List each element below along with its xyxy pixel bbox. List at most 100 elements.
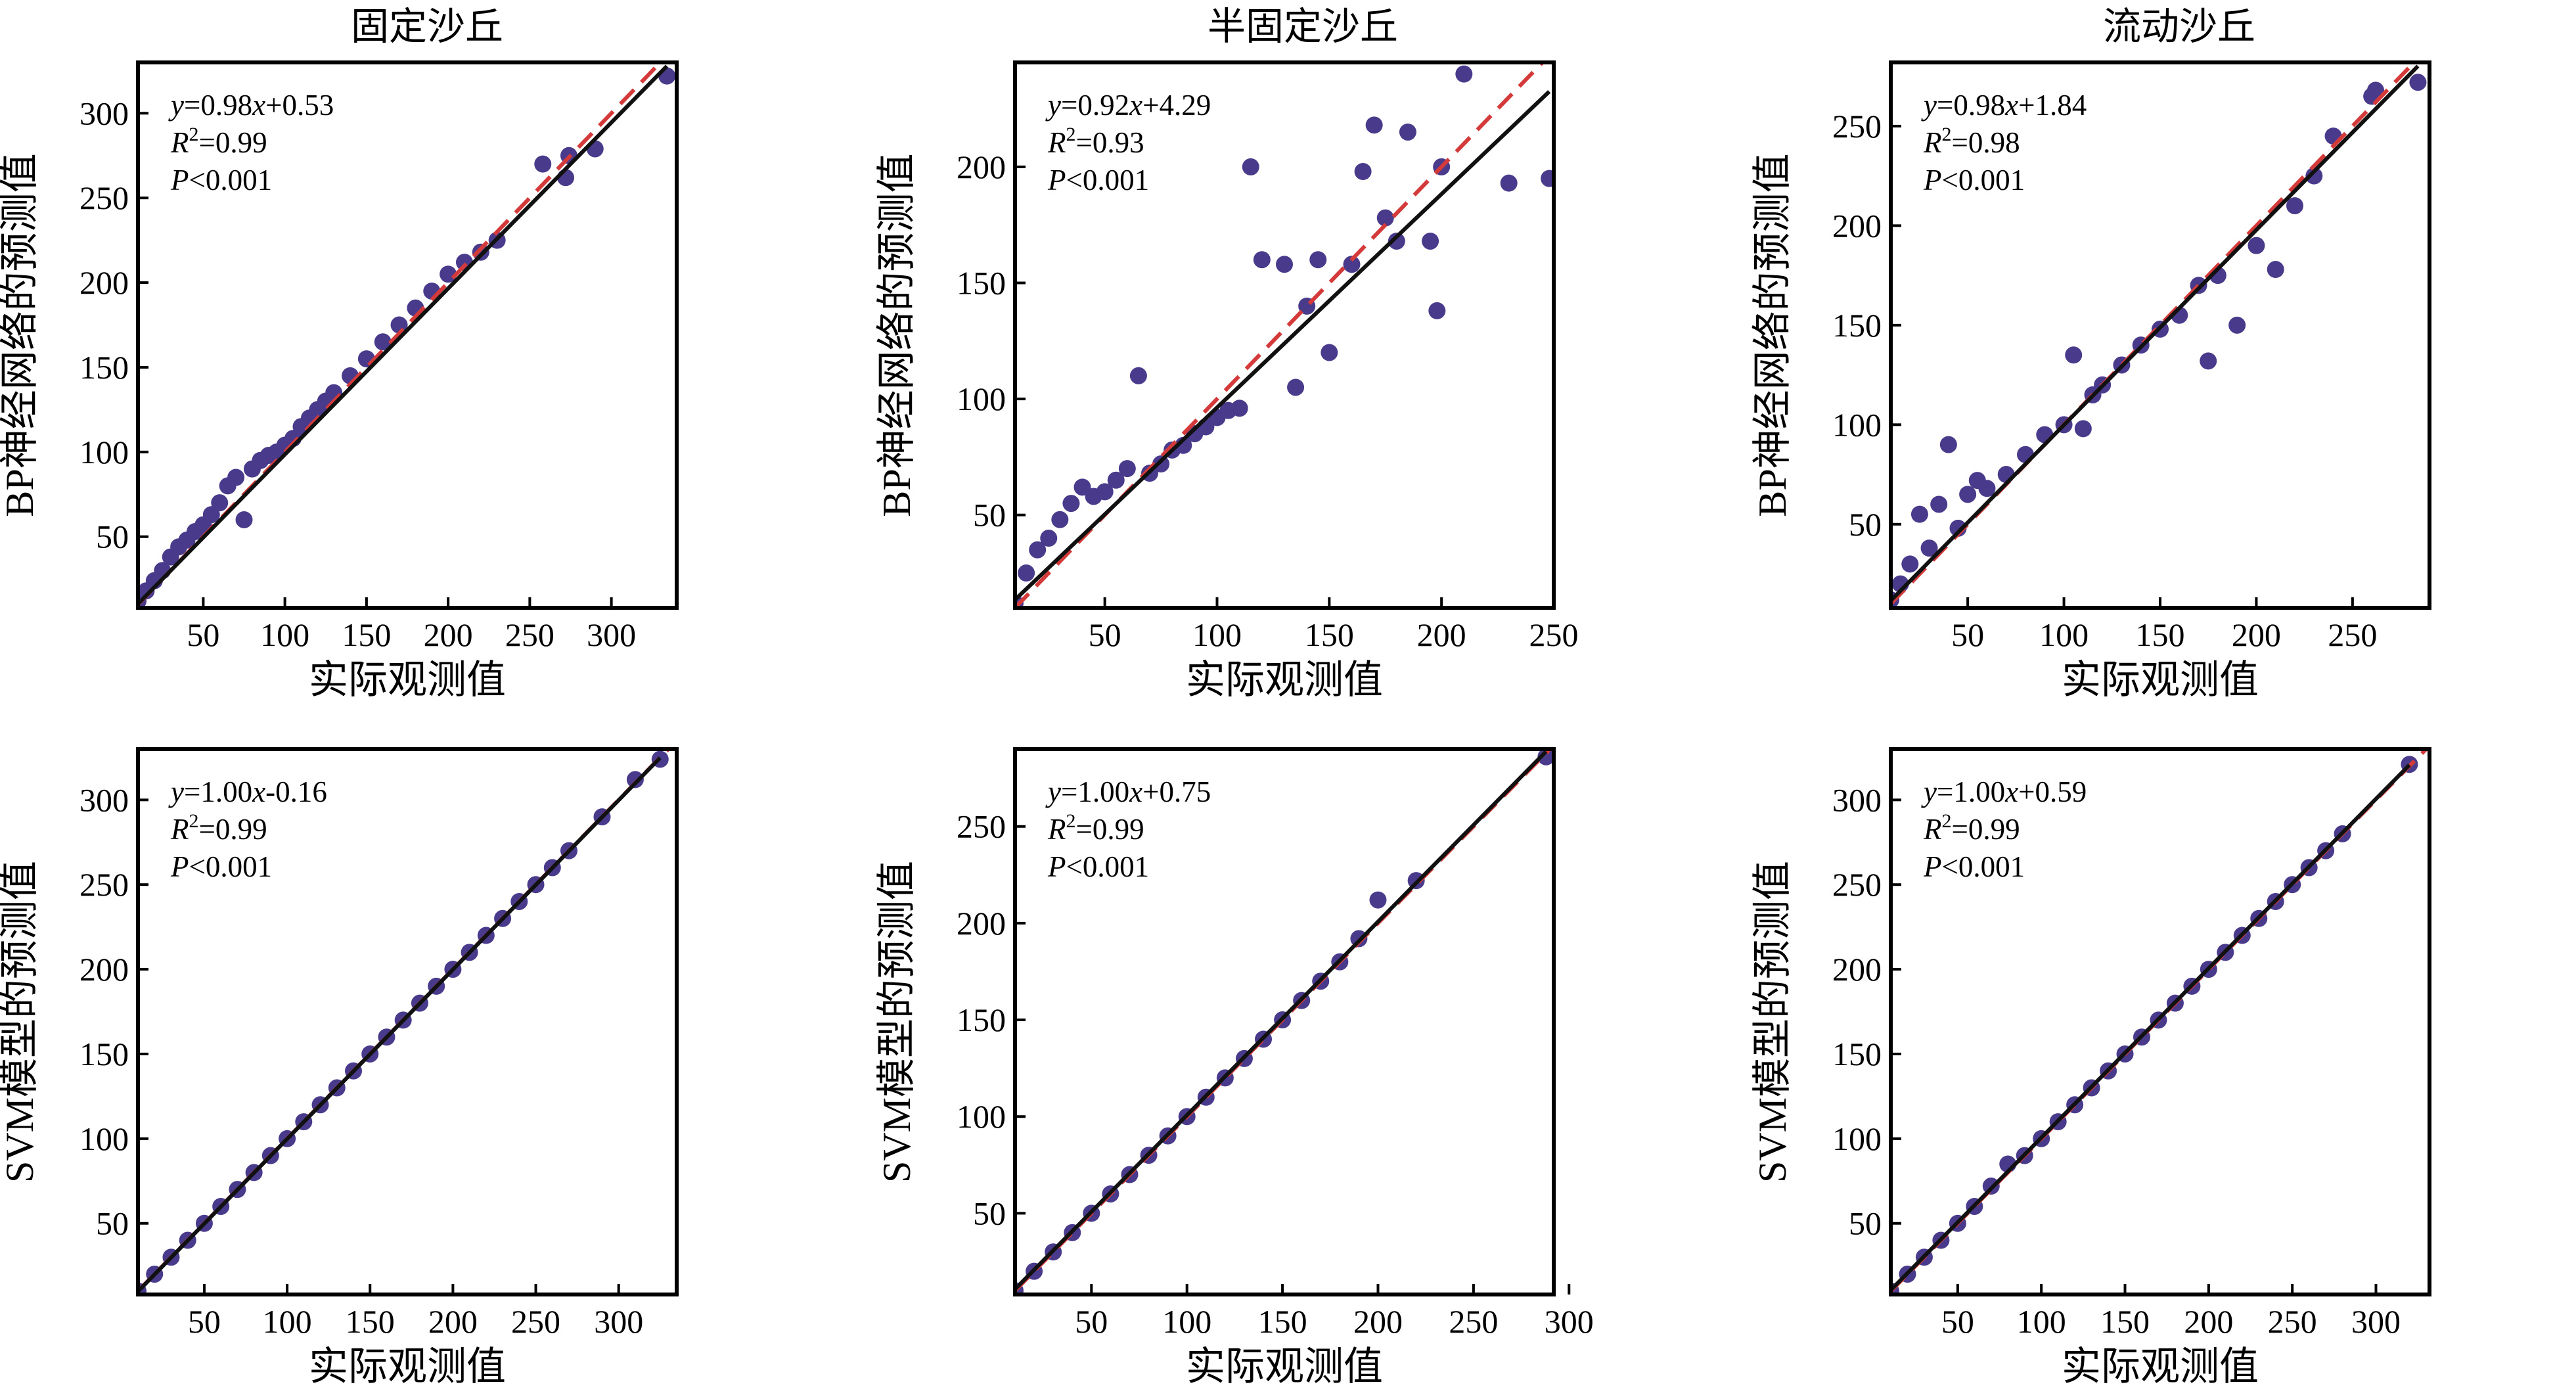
y-tick-label: 100 (957, 1098, 1006, 1135)
y-tick-label: 100 (1832, 406, 1882, 443)
x-tick-label: 250 (2268, 1303, 2317, 1340)
column-title-mobile-dune: 流动沙丘 (2103, 5, 2255, 48)
data-point (2248, 237, 2265, 254)
p-value: P<0.001 (1047, 164, 1149, 196)
data-point (1354, 163, 1372, 180)
data-point (1276, 256, 1293, 273)
r-squared: R2=0.99 (1923, 810, 2020, 846)
y-tick-label: 300 (79, 95, 129, 131)
r-squared: R2=0.99 (170, 124, 267, 159)
x-tick-label: 250 (511, 1303, 560, 1340)
x-tick-label: 100 (1192, 616, 1242, 653)
x-axis-label: 实际观测值 (309, 1345, 506, 1388)
data-point (1051, 511, 1069, 528)
x-tick-label: 300 (1545, 1303, 1594, 1340)
data-point (1242, 158, 1259, 175)
x-axis-label: 实际观测值 (1186, 658, 1383, 702)
data-point (2367, 81, 2384, 99)
regression-equation: y=0.92x+4.29 (1045, 89, 1211, 122)
x-axis-label: 实际观测值 (1186, 1345, 1383, 1388)
p-value: P<0.001 (1923, 164, 2025, 196)
data-point (1422, 232, 1439, 250)
data-point (1455, 65, 1473, 83)
y-axis-label: SVM模型的预测值 (1751, 861, 1794, 1183)
y-tick-label: 150 (79, 1036, 129, 1072)
data-point (1939, 436, 1957, 453)
data-point (1388, 232, 1405, 250)
y-tick-label: 200 (957, 149, 1006, 185)
y-tick-label: 150 (957, 1001, 1006, 1038)
data-point (1901, 555, 1919, 573)
data-point (1029, 541, 1047, 559)
y-tick-label: 250 (1832, 866, 1882, 903)
x-tick-label: 100 (260, 616, 309, 653)
panel-0-0: 50 100 150 200 250 300 50 100 150 200 250 300 实际观测值 B… (0, 60, 679, 702)
y-tick-label: 200 (1832, 207, 1882, 244)
x-tick-label: 200 (428, 1303, 478, 1340)
y-tick-label: 200 (79, 951, 129, 988)
plot-area (138, 749, 670, 1294)
data-point (1018, 564, 1035, 582)
data-point (1910, 505, 1928, 523)
fit-line (1015, 90, 1551, 601)
r-squared: R2=0.93 (1047, 124, 1144, 159)
x-tick-label: 300 (587, 616, 636, 653)
x-tick-label: 200 (2184, 1303, 2233, 1340)
regression-equation: y=1.00x-0.16 (168, 775, 327, 808)
plot-area (1891, 62, 2427, 608)
data-point (2286, 197, 2303, 215)
fit-line (138, 756, 662, 1293)
x-tick-label: 100 (263, 1303, 312, 1340)
regression-equation: y=1.00x+0.59 (1921, 775, 2087, 808)
plot-frame (136, 60, 679, 610)
y-tick-label: 150 (1832, 307, 1882, 344)
x-tick-label: 50 (1089, 616, 1121, 653)
data-point (1500, 174, 1518, 192)
x-tick-label: 100 (2039, 616, 2089, 653)
data-point (374, 333, 392, 351)
data-point (1920, 539, 1938, 557)
data-point (1997, 466, 2015, 484)
y-tick-label: 50 (1849, 506, 1882, 543)
data-point (1376, 209, 1394, 227)
data-point (1287, 378, 1305, 396)
x-tick-label: 50 (188, 1303, 221, 1340)
p-value: P<0.001 (1047, 850, 1149, 883)
x-tick-label: 250 (505, 616, 554, 653)
y-tick-label: 50 (973, 497, 1006, 534)
data-point (1309, 251, 1327, 269)
plot-area (1015, 749, 1554, 1294)
y-tick-label: 150 (79, 349, 129, 386)
y-tick-label: 200 (79, 264, 129, 301)
x-tick-label: 200 (424, 616, 473, 653)
y-tick-label: 250 (79, 179, 129, 216)
y-tick-label: 50 (973, 1195, 1006, 1231)
data-point (2065, 346, 2083, 364)
data-point (1096, 483, 1114, 501)
x-tick-label: 100 (2017, 1303, 2066, 1340)
data-point (1321, 344, 1338, 361)
fit-line (1891, 64, 2420, 603)
plot-frame (1013, 747, 1556, 1296)
x-tick-label: 300 (594, 1303, 643, 1340)
data-point (1129, 367, 1147, 384)
data-point (2200, 352, 2217, 370)
data-point (1930, 495, 1948, 513)
data-point (1152, 455, 1170, 473)
y-tick-label: 100 (957, 380, 1006, 417)
panel-1-2: 50 100 150 200 250 300 50 100 150 200 250 300 实际观测值 S… (1751, 747, 2431, 1388)
y-tick-label: 50 (1849, 1205, 1882, 1242)
x-tick-label: 250 (1529, 616, 1579, 653)
x-tick-label: 200 (1353, 1303, 1403, 1340)
x-tick-label: 150 (1258, 1303, 1307, 1340)
x-tick-label: 300 (2351, 1303, 2401, 1340)
r-squared: R2=0.99 (1047, 810, 1144, 846)
y-tick-label: 100 (1832, 1120, 1882, 1157)
regression-equation: y=1.00x+0.75 (1045, 775, 1211, 808)
data-point (1365, 116, 1383, 134)
p-value: P<0.001 (1923, 850, 2025, 883)
y-tick-label: 300 (79, 781, 129, 818)
data-point (1959, 486, 1977, 503)
data-point (1062, 495, 1080, 513)
